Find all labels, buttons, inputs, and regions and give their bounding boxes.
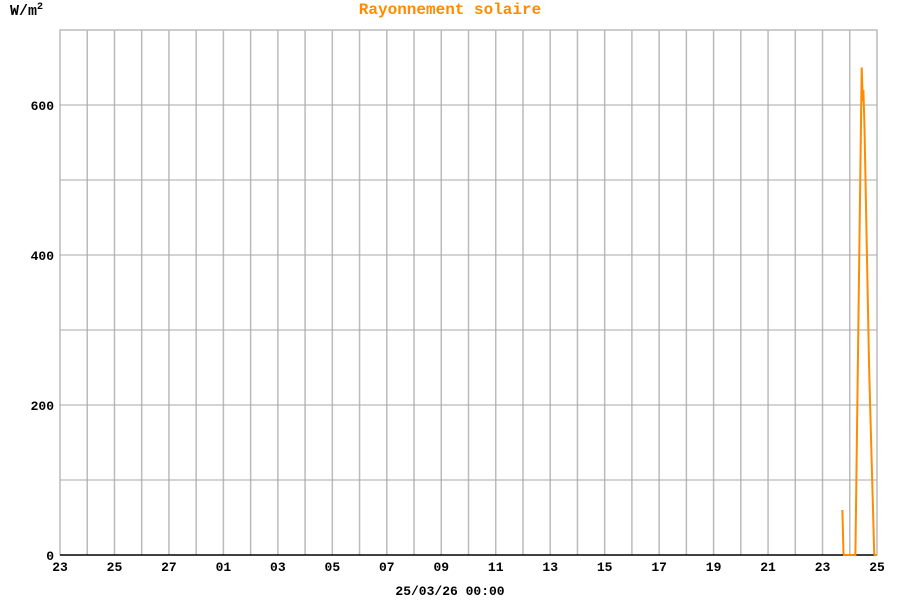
x-tick-label: 27 [161, 560, 177, 575]
x-tick-label: 17 [651, 560, 667, 575]
x-tick-label: 11 [488, 560, 504, 575]
x-tick-label: 25 [107, 560, 123, 575]
x-tick-label: 21 [760, 560, 776, 575]
y-tick-label: 400 [31, 249, 55, 264]
y-axis-unit-exponent: 2 [37, 2, 44, 13]
x-tick-label: 23 [815, 560, 831, 575]
x-tick-label: 01 [216, 560, 232, 575]
y-tick-label: 0 [46, 549, 54, 564]
y-tick-label: 200 [31, 399, 55, 414]
chart-title: Rayonnement solaire [358, 1, 542, 19]
x-tick-label: 07 [379, 560, 395, 575]
x-tick-label: 05 [325, 560, 341, 575]
series-line [841, 67, 877, 556]
y-axis-label: W/m2 [10, 2, 43, 20]
x-tick-label: 25 [869, 560, 885, 575]
x-tick-label: 15 [597, 560, 613, 575]
y-tick-label: 600 [31, 99, 55, 114]
x-tick-label: 19 [706, 560, 722, 575]
x-tick-label: 09 [433, 560, 449, 575]
x-tick-label: 03 [270, 560, 286, 575]
y-axis-unit: W/m [10, 3, 38, 20]
x-tick-label: 13 [542, 560, 558, 575]
x-axis-date-label: 25/03/26 00:00 [395, 584, 505, 599]
x-tick-label: 23 [52, 560, 68, 575]
